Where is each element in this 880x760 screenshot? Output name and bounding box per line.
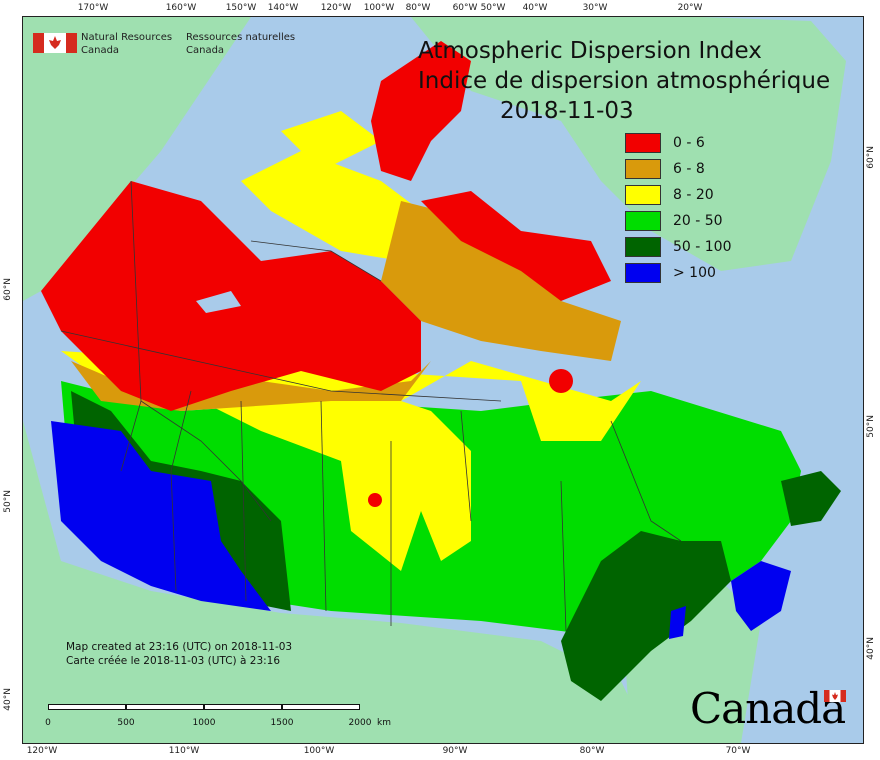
legend-label: > 100	[673, 265, 716, 281]
right-tick-40n: 40°N	[866, 637, 876, 660]
top-tick-40w: 40°W	[522, 3, 548, 13]
top-tick-20w: 20°W	[677, 3, 703, 13]
bottom-tick-120w: 120°W	[26, 746, 58, 756]
region-yellow-arctic	[281, 111, 381, 171]
scale-unit: km	[377, 718, 391, 728]
legend-label: 6 - 8	[673, 161, 705, 177]
left-tick-60n: 60°N	[3, 278, 13, 301]
region-red-northeast	[421, 191, 611, 301]
right-tick-50n: 50°N	[866, 415, 876, 438]
bottom-tick-70w: 70°W	[725, 746, 751, 756]
bottom-tick-80w: 80°W	[579, 746, 605, 756]
region-darkgreen-nfld	[781, 471, 841, 526]
legend-label: 50 - 100	[673, 239, 732, 255]
agency-name-en: Natural Resources Canada	[81, 32, 173, 56]
scale-label: 0	[45, 718, 51, 728]
lake-great-slave	[196, 291, 241, 313]
scale-segment	[204, 704, 282, 710]
region-blue-100	[51, 421, 271, 611]
region-red-ellesmere	[371, 41, 471, 181]
scale-label: 1500	[270, 718, 294, 728]
legend-item: 6 - 8	[625, 159, 745, 179]
scale-segment	[126, 704, 204, 710]
top-tick-150w: 150°W	[225, 3, 257, 13]
map-date: 2018-11-03	[500, 98, 634, 124]
scale-segment	[282, 704, 360, 710]
scale-label: 1000	[192, 718, 216, 728]
left-tick-50n: 50°N	[3, 490, 13, 513]
top-tick-170w: 170°W	[77, 3, 109, 13]
region-blue-spot	[669, 606, 686, 639]
legend-swatch	[625, 133, 661, 153]
legend-swatch	[625, 159, 661, 179]
region-darkgreen-east	[561, 531, 731, 701]
agency-name-fr: Ressources naturelles Canada	[186, 32, 296, 56]
legend-item: 8 - 20	[625, 185, 745, 205]
legend-item: 20 - 50	[625, 211, 745, 231]
map-credit: Map created at 23:16 (UTC) on 2018-11-03…	[66, 640, 292, 668]
bottom-tick-90w: 90°W	[442, 746, 468, 756]
top-tick-50w: 50°W	[480, 3, 506, 13]
top-tick-140w: 140°W	[267, 3, 299, 13]
legend-item: > 100	[625, 263, 745, 283]
top-tick-80w: 80°W	[405, 3, 431, 13]
credit-en: Map created at 23:16 (UTC) on 2018-11-03	[66, 641, 293, 653]
legend-label: 20 - 50	[673, 213, 723, 229]
map-title: Atmospheric Dispersion Index Indice de d…	[418, 36, 830, 126]
left-tick-40n: 40°N	[3, 688, 13, 711]
scale-bar: 0 500 1000 1500 2000 km	[45, 704, 391, 728]
title-fr: Indice de dispersion atmosphérique	[418, 68, 831, 94]
top-tick-100w: 100°W	[363, 3, 395, 13]
usa-land	[23, 421, 651, 743]
legend-swatch	[625, 211, 661, 231]
top-tick-30w: 30°W	[582, 3, 608, 13]
top-tick-60w: 60°W	[452, 3, 478, 13]
scale-label: 2000	[348, 718, 372, 728]
canada-flag-icon	[33, 33, 77, 53]
region-red-hotspot-2	[368, 493, 382, 507]
canada-wordmark: Canada	[690, 684, 846, 733]
region-blue-east	[731, 561, 791, 631]
credit-fr: Carte créée le 2018-11-03 (UTC) à 23:16	[66, 655, 281, 667]
legend-swatch	[625, 185, 661, 205]
legend-label: 8 - 20	[673, 187, 714, 203]
legend-item: 0 - 6	[625, 133, 745, 153]
legend-label: 0 - 6	[673, 135, 705, 151]
region-red-hotspot	[549, 369, 573, 393]
top-tick-160w: 160°W	[165, 3, 197, 13]
legend-swatch	[625, 263, 661, 283]
alaska-land	[23, 17, 251, 301]
region-orange-6-8	[381, 201, 621, 361]
scale-segment	[48, 704, 126, 710]
title-en: Atmospheric Dispersion Index	[418, 38, 762, 64]
right-tick-60n: 60°N	[866, 146, 876, 169]
bottom-tick-110w: 110°W	[168, 746, 200, 756]
region-yellow-8-20	[61, 351, 641, 571]
province-borders	[60, 180, 682, 632]
legend-item: 50 - 100	[625, 237, 745, 257]
legend-swatch	[625, 237, 661, 257]
top-tick-120w: 120°W	[320, 3, 352, 13]
bottom-tick-100w: 100°W	[303, 746, 335, 756]
wordmark-flag-icon	[824, 690, 846, 702]
region-yellow-north	[241, 151, 421, 261]
scale-label: 500	[117, 718, 135, 728]
